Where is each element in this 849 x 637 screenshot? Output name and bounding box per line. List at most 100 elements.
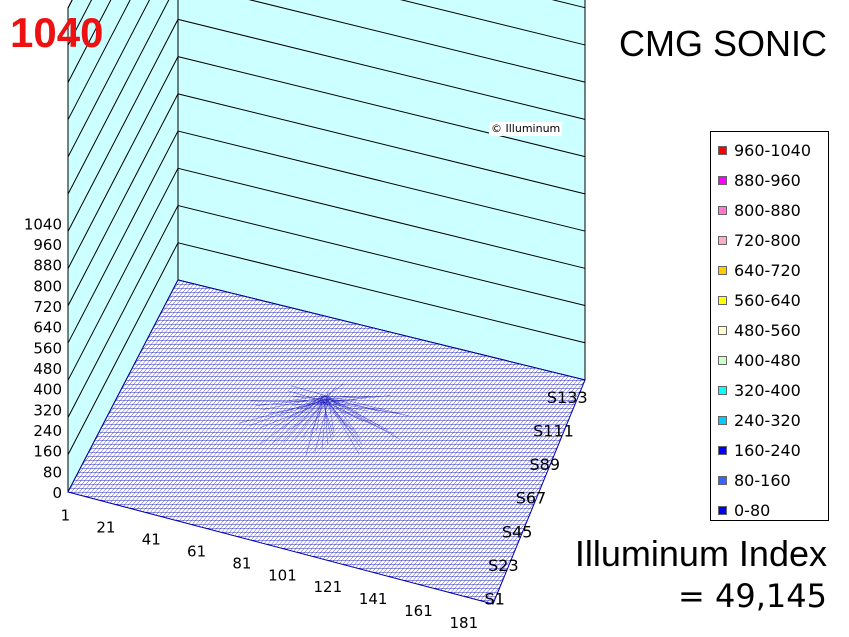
peak-mesh-line xyxy=(324,395,362,450)
z-tick-label: 400 xyxy=(33,381,62,399)
z-tick-label: 80 xyxy=(43,463,62,481)
peak-mesh-line xyxy=(322,401,334,409)
z-gridline xyxy=(67,0,586,158)
peak-mesh-line xyxy=(328,398,358,412)
chart-title: CMG SONIC xyxy=(618,23,827,64)
legend-item: 960-1040 xyxy=(718,140,811,160)
z-axis-ticks: 0 80 160 240 320 400 480 560 640 720 800 880 960 1040 xyxy=(24,215,62,502)
peak-mesh-line xyxy=(292,401,330,429)
z-tick-label: 320 xyxy=(33,401,62,419)
z-tick-label: 800 xyxy=(33,277,62,295)
legend-item: 720-800 xyxy=(718,230,801,250)
legend-swatch xyxy=(718,385,727,395)
legend-swatch xyxy=(718,355,727,365)
peak-mesh-line xyxy=(296,398,328,410)
z-tick-label: 640 xyxy=(33,319,62,337)
legend-swatch xyxy=(718,205,727,215)
peak-mesh-line xyxy=(305,401,322,457)
legend-swatch xyxy=(718,415,727,425)
surface-peak xyxy=(238,383,412,457)
legend-label: 960-1040 xyxy=(734,140,812,160)
z-gridline xyxy=(67,56,586,269)
x-tick-label: 81 xyxy=(232,554,251,572)
z-tick-label: 720 xyxy=(33,298,62,316)
peak-mesh-line xyxy=(314,398,330,453)
legend-item: 0-80 xyxy=(718,500,770,520)
index-value: = 49,145 xyxy=(678,577,827,615)
z-gridline xyxy=(67,0,586,195)
legend-label: 80-160 xyxy=(734,470,791,490)
z-tick-label: 1040 xyxy=(24,215,62,233)
y-tick-label: S23 xyxy=(488,556,519,575)
legend: 960-1040 880-960 800-880 720-800 640-720 560-… xyxy=(710,131,829,521)
x-tick-label: 21 xyxy=(96,519,115,537)
y-tick-label: S89 xyxy=(530,455,561,474)
peak-mesh-line xyxy=(328,395,412,417)
legend-swatch xyxy=(718,235,727,245)
x-tick-label: 41 xyxy=(142,530,161,548)
legend-swatch xyxy=(718,475,727,485)
x-tick-label: 61 xyxy=(187,542,206,560)
peak-mesh-line xyxy=(302,401,328,439)
legend-label: 880-960 xyxy=(734,170,801,190)
legend-swatch xyxy=(718,145,727,155)
legend-label: 800-880 xyxy=(734,200,801,220)
y-axis-ticks: S1 S23 S45 S67 S89 S111 S133 xyxy=(484,388,587,609)
x-tick-label: 181 xyxy=(449,614,478,632)
legend-item: 880-960 xyxy=(718,170,801,190)
legend-swatch xyxy=(718,445,727,455)
legend-item: 480-560 xyxy=(718,320,801,340)
legend-swatch xyxy=(718,325,727,335)
peak-mesh-line xyxy=(320,401,368,412)
y-tick-label: S111 xyxy=(533,422,574,441)
y-tick-label: S67 xyxy=(516,489,547,508)
legend-label: 0-80 xyxy=(734,500,771,520)
x-tick-label: 1 xyxy=(61,507,71,525)
legend-swatch xyxy=(718,175,727,185)
peak-mesh-line xyxy=(260,401,326,428)
z-gridline xyxy=(67,204,586,418)
z-tick-label: 960 xyxy=(33,236,62,254)
y-tick-label: S45 xyxy=(502,522,533,541)
legend-item: 800-880 xyxy=(718,200,801,220)
peak-mesh-line xyxy=(324,395,391,403)
z-gridline xyxy=(67,18,586,232)
legend-item: 560-640 xyxy=(718,290,801,310)
max-value-label: 1040 xyxy=(10,9,104,56)
peak-mesh-line xyxy=(324,398,390,413)
peak-mesh-line xyxy=(322,401,363,445)
legend-swatch xyxy=(718,505,727,515)
peak-mesh-line xyxy=(289,395,322,402)
peak-mesh-line xyxy=(287,395,324,400)
peak-mesh-line xyxy=(271,401,324,445)
x-tick-label: 101 xyxy=(268,566,297,584)
legend-item: 400-480 xyxy=(718,350,801,370)
peak-mesh-line xyxy=(326,401,401,415)
peak-mesh-line xyxy=(328,401,334,432)
z-gridline xyxy=(67,0,586,120)
legend-label: 480-560 xyxy=(734,320,801,340)
legend-label: 400-480 xyxy=(734,350,801,370)
peak-mesh-line xyxy=(326,398,360,455)
peak-mesh-line xyxy=(316,401,322,405)
x-tick-label: 121 xyxy=(313,578,342,596)
z-gridline xyxy=(67,167,586,381)
surface-floor xyxy=(67,279,586,605)
peak-mesh-line xyxy=(328,395,359,435)
z-gridline xyxy=(67,0,112,83)
x-tick-label: 161 xyxy=(404,602,433,620)
legend-item: 240-320 xyxy=(718,410,801,430)
z-tick-label: 560 xyxy=(33,339,62,357)
y-tick-label: S133 xyxy=(547,388,588,407)
peak-mesh-line xyxy=(288,390,326,403)
y-tick-label: S1 xyxy=(484,590,504,609)
peak-mesh-line xyxy=(320,401,395,435)
peak-mesh-line xyxy=(250,400,324,403)
peak-mesh-line xyxy=(290,385,328,397)
legend-item: 640-720 xyxy=(718,260,801,280)
z-tick-label: 160 xyxy=(33,443,62,461)
legend-item: 160-240 xyxy=(718,440,801,460)
legend-swatch xyxy=(718,295,727,305)
